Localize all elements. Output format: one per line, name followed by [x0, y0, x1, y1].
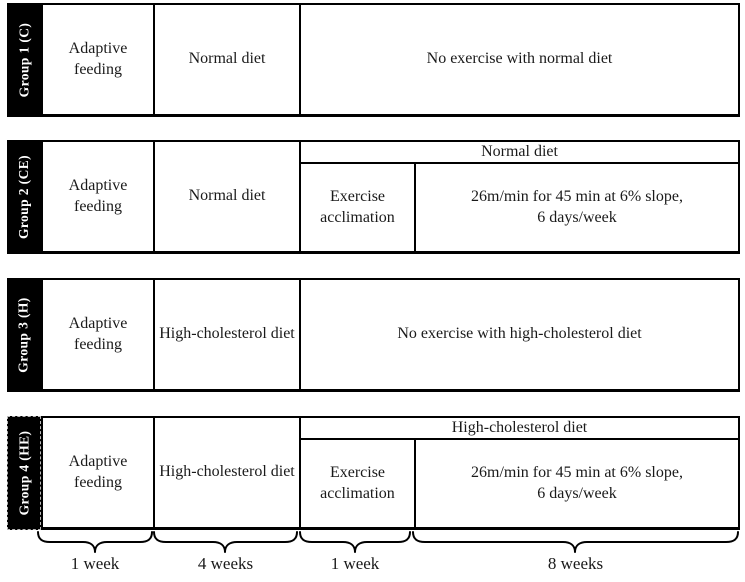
group-3-table: Adaptive feeding High-cholesterol diet N…: [41, 278, 740, 392]
group-4-acclimation-cell: Exercise acclimation: [320, 463, 395, 502]
group-1-diet-cell: Normal diet: [153, 5, 299, 114]
group-2-label-box: Group 2 (CE): [7, 140, 41, 254]
timeline-duration-1: 1 week: [70, 554, 120, 573]
group-4-diet-cell: High-cholesterol diet: [153, 418, 299, 527]
group-2-adaptive-feeding-cell: Adaptive feeding: [68, 176, 128, 215]
group-4-exercise-block: High-cholesterol diet Exercise acclimati…: [299, 418, 738, 527]
group-1-no-exercise-cell: No exercise with normal diet: [299, 5, 738, 114]
group-4-table: Adaptive feeding High-cholesterol diet H…: [41, 416, 740, 530]
group-1-row: Group 1 (C) Adaptive feeding Normal diet…: [7, 3, 740, 117]
group-3-label: Group 3 (H): [16, 297, 32, 373]
timeline-duration-3: 1 week: [330, 554, 380, 573]
timeline-duration-2: 4 weeks: [197, 554, 254, 573]
timeline-brace-4: [412, 531, 739, 553]
timeline-braces: [37, 531, 739, 553]
timeline-duration-4: 8 weeks: [547, 554, 604, 573]
group-1-label: Group 1 (C): [16, 22, 31, 98]
group-1-table: Adaptive feeding Normal diet No exercise…: [41, 3, 740, 117]
group-3-row: Group 3 (H) Adaptive feeding High-choles…: [7, 278, 740, 392]
group-1-label-box: Group 1 (C): [7, 3, 41, 117]
group-4-adaptive-feeding-cell: Adaptive feeding: [68, 452, 128, 491]
group-2-table: Adaptive feeding Normal diet Normal diet…: [41, 140, 740, 254]
group-3-adaptive-feeding-cell: Adaptive feeding: [68, 314, 128, 353]
group-2-exercise-block: Normal diet Exercise acclimation 26m/min…: [299, 142, 738, 251]
timeline-brace-1: [37, 531, 153, 553]
timeline-brace-2: [153, 531, 298, 553]
group-2-diet-cell: Normal diet: [153, 142, 299, 251]
group-2-protocol-cell: 26m/min for 45 min at 6% slope, 6 days/w…: [414, 164, 738, 251]
group-4-exercise-cells: Exercise acclimation 26m/min for 45 min …: [301, 440, 738, 527]
group-2-row: Group 2 (CE) Adaptive feeding Normal die…: [7, 140, 740, 254]
group-1-adaptive-feeding-cell: Adaptive feeding: [68, 39, 128, 78]
group-3-no-exercise-cell: No exercise with high-cholesterol diet: [299, 280, 738, 389]
group-4-label: Group 4 (HE): [16, 430, 31, 516]
group-4-protocol-cell: 26m/min for 45 min at 6% slope, 6 days/w…: [414, 440, 738, 527]
group-4-label-box: Group 4 (HE): [7, 416, 41, 530]
group-4-diet-header: High-cholesterol diet: [301, 418, 738, 440]
group-2-exercise-cells: Exercise acclimation 26m/min for 45 min …: [301, 164, 738, 251]
group-4-row: Group 4 (HE) Adaptive feeding High-chole…: [7, 416, 740, 530]
group-3-diet-cell: High-cholesterol diet: [153, 280, 299, 389]
group-2-acclimation-cell: Exercise acclimation: [320, 187, 395, 226]
group-3-label-box: Group 3 (H): [7, 278, 41, 392]
group-2-label: Group 2 (CE): [16, 154, 31, 240]
timeline-brace-3: [299, 531, 411, 553]
group-2-diet-header: Normal diet: [301, 142, 738, 164]
